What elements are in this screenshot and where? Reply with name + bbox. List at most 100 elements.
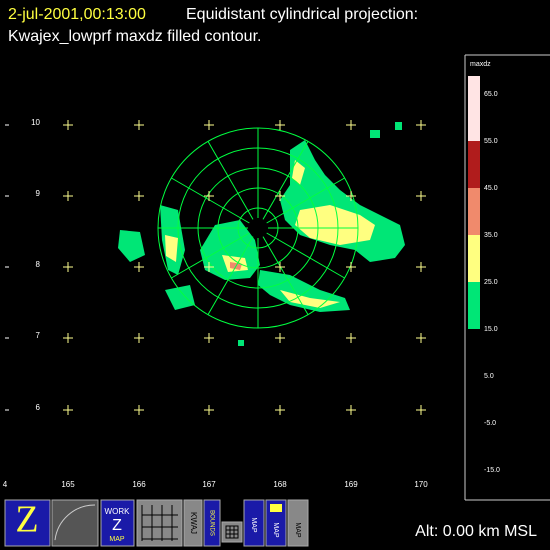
grid-cross	[275, 405, 285, 415]
grid-cross	[275, 333, 285, 343]
grid-cross	[63, 333, 73, 343]
colorbar-label: 55.0	[484, 138, 498, 145]
grid-cross	[204, 191, 214, 201]
lat-label: 9	[36, 189, 41, 198]
altitude-status: Alt: 0.00 km MSL	[415, 523, 537, 540]
range-spoke	[262, 236, 309, 315]
grid-cross	[346, 120, 356, 130]
colorbar-segment	[468, 282, 480, 329]
grid-button[interactable]	[136, 499, 183, 547]
grid-cross	[63, 405, 73, 415]
range-rings	[157, 127, 359, 329]
colorbar: maxdz 65.0 55.0 45.0 35.0 25.0 15.0 5.0 -5.0 -15…	[464, 54, 550, 501]
grid-small-button[interactable]	[221, 521, 243, 543]
grid-cross	[204, 120, 214, 130]
kwaj-button[interactable]	[183, 499, 203, 547]
range-spoke	[266, 177, 345, 224]
grid-cross	[346, 405, 356, 415]
grid-cross	[275, 191, 285, 201]
lon-label: 169	[344, 480, 358, 489]
colorbar-segment	[468, 141, 480, 188]
grid-cross	[134, 333, 144, 343]
kwaj-label: KWAJ	[189, 512, 198, 534]
work-button[interactable]	[100, 499, 135, 547]
z-button[interactable]	[4, 499, 51, 547]
lat-label: 6	[36, 403, 41, 412]
grid-cross	[416, 405, 426, 415]
colorbar-label: -5.0	[484, 420, 496, 427]
grid-cross	[416, 120, 426, 130]
map2-label: MAP	[272, 522, 279, 538]
grid-small-icon	[225, 525, 239, 539]
map2-icon	[270, 504, 282, 512]
bounds-button[interactable]	[203, 499, 221, 547]
title-line2: Kwajex_lowprf maxdz filled contour.	[8, 28, 261, 45]
colorbar-segment	[468, 235, 480, 282]
colorbar-label: 25.0	[484, 279, 498, 286]
map-grid	[63, 120, 426, 415]
title-line1: Equidistant cylindrical projection:	[186, 6, 418, 23]
map1-button[interactable]	[243, 499, 265, 547]
grid-cross	[204, 405, 214, 415]
grid-cross	[134, 120, 144, 130]
echo-field	[118, 122, 405, 346]
colorbar-label: -15.0	[484, 467, 500, 474]
grid-cross	[134, 405, 144, 415]
lon-label: 166	[132, 480, 146, 489]
grid-cross	[275, 262, 285, 272]
map3-button[interactable]	[287, 499, 309, 547]
colorbar-segment	[468, 188, 480, 235]
grid-cross	[346, 333, 356, 343]
grid-cross	[275, 120, 285, 130]
grid-cross	[134, 262, 144, 272]
grid-icon	[141, 505, 178, 541]
range-spoke	[171, 232, 250, 279]
grid-cross	[204, 333, 214, 343]
map1-label: MAP	[250, 517, 257, 533]
colorbar-scale: 65.0 55.0 45.0 35.0 25.0 15.0 5.0 -5.0 -15.0	[468, 76, 500, 474]
z-label: Z	[15, 499, 38, 541]
work-label: WORK	[105, 507, 131, 516]
work-z-label: Z	[112, 517, 122, 534]
grid-cross	[63, 120, 73, 130]
grid-cross	[416, 333, 426, 343]
colorbar-segment	[468, 76, 480, 141]
range-spoke	[262, 141, 309, 220]
lat-label: 8	[36, 260, 41, 269]
lon-label: 165	[61, 480, 75, 489]
toolbar: Z WORK Z MAP KWAJ BOUNDS MAP MAP MAP	[4, 499, 309, 547]
bounds-label: BOUNDS	[208, 510, 214, 536]
colorbar-label: 65.0	[484, 91, 498, 98]
axis-labels: 10 9 8 7 6 4 165 166 167 168 169 170	[3, 118, 428, 489]
lat-label: 7	[36, 331, 41, 340]
lon-label: 170	[414, 480, 428, 489]
radar-icon	[54, 504, 96, 541]
grid-cross	[416, 262, 426, 272]
range-spoke	[207, 236, 254, 315]
colorbar-label: 5.0	[484, 373, 494, 380]
colorbar-label: 15.0	[484, 326, 498, 333]
lon-label: 168	[273, 480, 287, 489]
lat-label: 10	[31, 118, 40, 127]
range-spoke	[266, 232, 345, 279]
work-map-label: MAP	[109, 536, 125, 543]
grid-cross	[63, 191, 73, 201]
grid-cross	[416, 191, 426, 201]
colorbar-label: 35.0	[484, 232, 498, 239]
range-spoke	[207, 141, 254, 220]
radar-button[interactable]	[51, 499, 99, 547]
grid-cross	[204, 262, 214, 272]
map3-label: MAP	[294, 522, 301, 538]
grid-cross	[346, 262, 356, 272]
lon-label: 4	[3, 480, 8, 489]
title-date: 2-jul-2001,00:13:00	[8, 6, 146, 23]
colorbar-title: maxdz	[470, 61, 491, 68]
range-spoke	[171, 177, 250, 224]
grid-cross	[63, 262, 73, 272]
lon-label: 167	[202, 480, 216, 489]
grid-cross	[346, 191, 356, 201]
grid-cross	[134, 191, 144, 201]
colorbar-label: 45.0	[484, 185, 498, 192]
